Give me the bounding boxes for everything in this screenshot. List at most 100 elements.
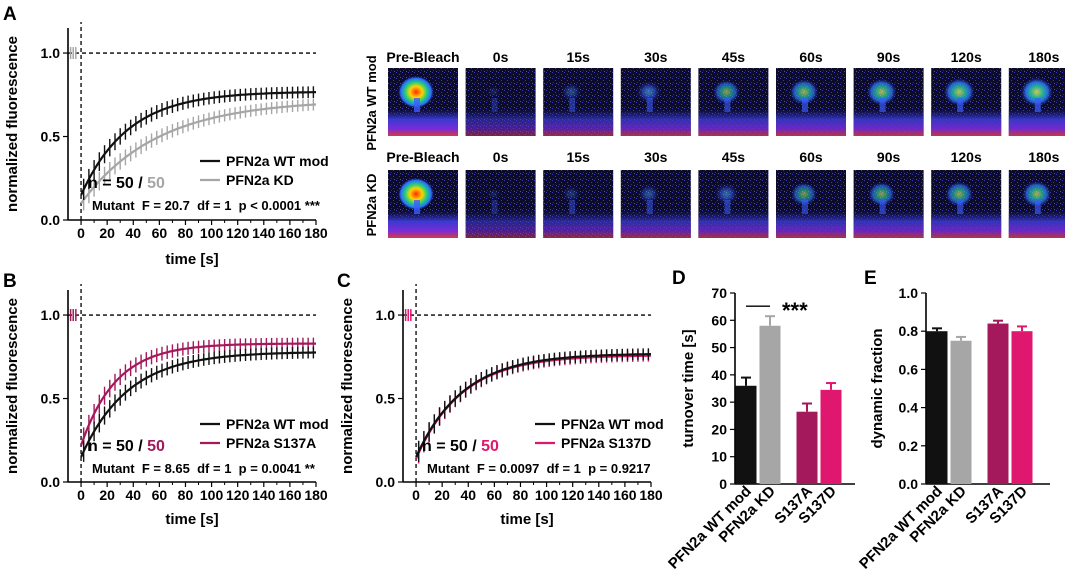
n-count-part: 50 bbox=[147, 438, 165, 455]
micrograph-tile bbox=[465, 170, 536, 238]
y-tick-label: 1.0 bbox=[899, 285, 919, 301]
micrograph-tile bbox=[465, 68, 536, 136]
timepoint-label: 15s bbox=[567, 149, 591, 165]
y-tick-label: 0 bbox=[719, 476, 727, 492]
y-tick-label: 0.5 bbox=[41, 129, 61, 145]
y-tick-label: 40 bbox=[711, 367, 727, 383]
tile-spine-neck bbox=[646, 200, 653, 214]
tile-spine-signal bbox=[636, 80, 662, 104]
n-count-part: 50 bbox=[481, 438, 499, 455]
y-tick-label: 0.0 bbox=[41, 474, 61, 490]
timepoint-label: 15s bbox=[567, 49, 591, 65]
tile-spine-signal bbox=[562, 185, 581, 203]
tile-spine-signal bbox=[487, 86, 501, 98]
y-tick-label: 1.0 bbox=[41, 307, 61, 323]
micrograph-tile bbox=[543, 68, 614, 136]
bar-s137d bbox=[1011, 331, 1033, 484]
tile-spine-neck bbox=[569, 98, 576, 112]
timepoint-label: 120s bbox=[951, 149, 982, 165]
x-tick-label: 140 bbox=[252, 487, 276, 503]
tile-spine-signal bbox=[945, 181, 974, 207]
x-tick-label: 120 bbox=[561, 487, 585, 503]
tile-dendrite-band bbox=[853, 210, 924, 238]
tile-spine-signal bbox=[866, 78, 897, 106]
x-tick-label: 60 bbox=[487, 487, 503, 503]
y-tick-label: 0.0 bbox=[899, 476, 919, 492]
x-tick-label: 140 bbox=[252, 225, 276, 241]
tile-dendrite-band bbox=[1008, 210, 1065, 238]
timepoint-label: 45s bbox=[722, 49, 746, 65]
micrograph-tile bbox=[388, 170, 458, 238]
tile-spine-neck bbox=[414, 98, 420, 112]
x-tick-label: 180 bbox=[639, 487, 663, 503]
stat-result-text: Mutant F = 20.7 df = 1 p < 0.0001 *** bbox=[92, 198, 321, 213]
tile-spine-neck bbox=[802, 200, 808, 214]
recovery-curve-chart-c: 0 20 40 60 80 100 120 140 160 180 0.0 0.5 1.0 time [s… bbox=[339, 284, 664, 528]
image-row-label: PFN2a WT mod bbox=[364, 55, 379, 150]
tile-dendrite-band bbox=[388, 210, 458, 238]
x-tick-label: 0 bbox=[77, 225, 85, 241]
n-count-part: 50 bbox=[116, 175, 134, 192]
y-tick-label: 1.0 bbox=[41, 45, 61, 61]
tile-spine-neck bbox=[724, 98, 731, 112]
micrograph-tile bbox=[1008, 170, 1065, 238]
micrograph-tile bbox=[776, 170, 846, 238]
legend-label: PFN2a S137D bbox=[561, 435, 651, 451]
timepoint-label: 90s bbox=[877, 149, 901, 165]
tile-dendrite-band bbox=[931, 108, 1002, 136]
recovery-curve-chart-a: 0 20 40 60 80 100 120 140 160 180 0.0 0.5 1.0 time [s… bbox=[4, 22, 329, 268]
n-count-text: n = 50 / 50 bbox=[88, 175, 165, 192]
stat-result-text: Mutant F = 8.65 df = 1 p = 0.0041 ** bbox=[92, 461, 316, 476]
tile-spine-neck bbox=[957, 200, 964, 214]
x-tick-label: 160 bbox=[278, 487, 302, 503]
y-tick-label: 30 bbox=[711, 394, 727, 410]
legend-label: PFN2a WT mod bbox=[226, 416, 329, 432]
recovery-curve-chart-b: 0 20 40 60 80 100 120 140 160 180 0.0 0.5 1.0 time [s… bbox=[4, 284, 329, 528]
tile-spine-signal bbox=[789, 79, 819, 105]
n-count-part: n = bbox=[88, 175, 116, 192]
y-axis-label-c: normalized fluorescence bbox=[339, 298, 356, 474]
tile-spine-neck bbox=[879, 200, 886, 214]
tile-spine-neck bbox=[646, 98, 653, 112]
timepoint-label: 90s bbox=[877, 49, 901, 65]
tile-dendrite-band bbox=[465, 210, 536, 238]
n-count-part: / bbox=[134, 438, 147, 455]
tile-spine-neck bbox=[802, 98, 808, 112]
timepoint-label: 180s bbox=[1028, 49, 1059, 65]
y-tick-label: 0.5 bbox=[376, 391, 396, 407]
timepoint-label: 60s bbox=[799, 49, 823, 65]
n-count-part: n = bbox=[422, 438, 450, 455]
x-tick-label: 120 bbox=[226, 487, 250, 503]
x-tick-label: 40 bbox=[125, 487, 141, 503]
tile-spine-signal bbox=[638, 184, 660, 204]
x-tick-label: 160 bbox=[613, 487, 637, 503]
legend-label: PFN2a KD bbox=[226, 172, 294, 188]
y-tick-label: 70 bbox=[711, 285, 727, 301]
timepoint-label: Pre-Bleach bbox=[386, 49, 459, 65]
y-tick-label: 60 bbox=[711, 312, 727, 328]
x-tick-label: 60 bbox=[152, 487, 168, 503]
frap-image-montage: PFN2a WT mod Pre-Bleach 0s 15s 30s 45s 60s 90s 1… bbox=[364, 49, 1065, 238]
x-tick-label: 0 bbox=[77, 487, 85, 503]
timepoint-label: 45s bbox=[722, 149, 746, 165]
tile-spine-signal bbox=[712, 79, 740, 105]
tile-spine-neck bbox=[414, 200, 420, 214]
tile-dendrite-band bbox=[620, 210, 691, 238]
tile-spine-neck bbox=[1034, 98, 1041, 112]
bar-pfn2a-kd bbox=[950, 340, 972, 484]
legend-label: PFN2a WT mod bbox=[561, 416, 664, 432]
timepoint-label: Pre-Bleach bbox=[386, 149, 459, 165]
n-count-part: / bbox=[468, 438, 481, 455]
panel-label-c: C bbox=[337, 271, 351, 292]
tile-spine-signal bbox=[868, 181, 896, 207]
n-count-part: 50 bbox=[116, 438, 134, 455]
y-tick-label: 1.0 bbox=[376, 307, 396, 323]
micrograph-tile bbox=[620, 170, 691, 238]
x-axis-label-c: time [s] bbox=[500, 511, 553, 528]
timepoint-label: 30s bbox=[644, 149, 668, 165]
n-count-part: / bbox=[134, 175, 147, 192]
micrograph-tile bbox=[543, 170, 614, 238]
series-line-pfn2a-wt-mod bbox=[80, 351, 316, 458]
